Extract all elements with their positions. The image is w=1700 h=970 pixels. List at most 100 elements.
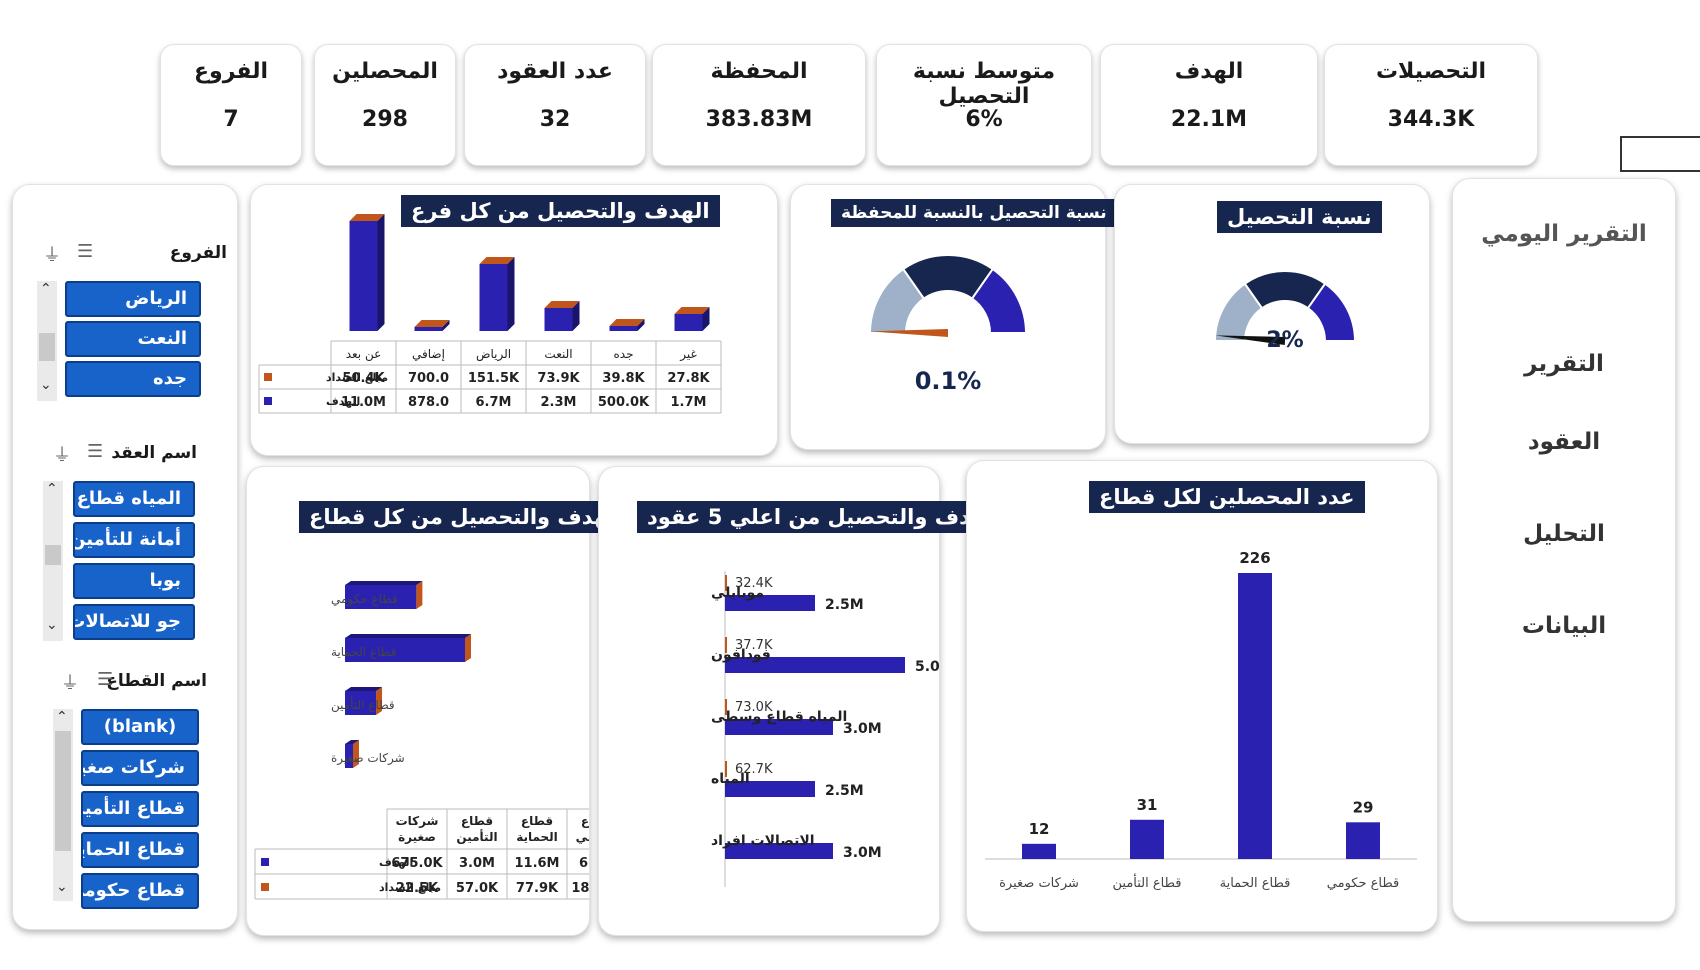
- slicer-item-branch[interactable]: جده: [65, 361, 201, 397]
- slicer-title-branches: الفروع: [169, 243, 227, 263]
- data-label: 12: [1029, 820, 1050, 838]
- y-tick-label: قطاع الحماية: [331, 645, 396, 659]
- bar-target: [479, 264, 508, 331]
- slicer-scrollbar-sector[interactable]: ⌃ ⌄: [53, 709, 73, 901]
- kpi-value: 6%: [965, 107, 1003, 132]
- slicer-item-contract[interactable]: جو للاتصالات: [73, 604, 195, 640]
- chevron-up-icon[interactable]: ⌃: [40, 281, 52, 297]
- bar-target: [349, 221, 378, 331]
- slicer-item-sector[interactable]: قطاع الحماية: [81, 832, 199, 868]
- nav-item-data[interactable]: البيانات: [1521, 613, 1607, 639]
- kpi-card-branches: الفروع 7: [160, 44, 302, 166]
- legend-label: مبلغ السداد: [326, 371, 388, 384]
- table-header-label: صغيرة: [398, 830, 436, 844]
- kpi-value: 7: [223, 107, 239, 132]
- slicer-item-contract[interactable]: أمانة للتأمين: [73, 522, 195, 558]
- slicer-item-contract[interactable]: المياه قطاع ...: [73, 481, 195, 517]
- chevron-up-icon[interactable]: ⌃: [46, 481, 58, 497]
- chevron-down-icon[interactable]: ⌄: [46, 617, 58, 633]
- data-label: 878.0: [408, 395, 449, 410]
- nav-item-contracts[interactable]: العقود: [1527, 429, 1601, 455]
- kpi-value: 22.1M: [1170, 107, 1248, 132]
- data-label: 37.7K: [735, 638, 773, 653]
- bar-collectors: [1022, 843, 1056, 859]
- collectors-chart-title: عدد المحصلين لكل قطاع: [1089, 481, 1365, 513]
- clear-filter-icon[interactable]: ⏚: [53, 445, 71, 466]
- nav-panel: التقرير اليومي التقرير العقود التحليل ال…: [1452, 178, 1676, 922]
- multi-select-icon[interactable]: ☰: [97, 669, 114, 690]
- clear-filter-icon[interactable]: ⏚: [61, 673, 79, 694]
- y-tick-label: المياه قطاع وسطى: [711, 709, 847, 725]
- table-header-label: الحماية: [516, 830, 558, 844]
- x-tick-label: شركات صغيرة: [999, 876, 1079, 891]
- slicer-item-sector[interactable]: (blank): [81, 709, 199, 745]
- kpi-label: المحفظة: [710, 59, 808, 84]
- gauge-needle: [1215, 335, 1286, 345]
- bar-target-side: [376, 687, 383, 715]
- gauge-segment: [1306, 282, 1357, 342]
- kpi-label: الهدف: [1174, 59, 1244, 84]
- bar-target-side: [507, 257, 515, 331]
- slicer-item-sector[interactable]: قطاع حكومي: [81, 873, 199, 909]
- chevron-down-icon[interactable]: ⌄: [56, 879, 68, 895]
- gauge-value-label: 2%: [1266, 328, 1303, 353]
- y-tick-label: الاتصالات افراد: [711, 833, 815, 849]
- scroll-thumb[interactable]: [55, 731, 71, 851]
- slicer-item-branch[interactable]: الرياض: [65, 281, 201, 317]
- y-tick-label: شركات صغيرة: [331, 751, 405, 766]
- bar-target: [345, 691, 377, 715]
- slicer-item-sector[interactable]: قطاع التأمين: [81, 791, 199, 827]
- x-tick-label: قطاع التأمين: [1113, 873, 1182, 891]
- slicer-item-contract[interactable]: بوبا: [73, 563, 195, 599]
- multi-select-icon[interactable]: ☰: [87, 441, 104, 462]
- data-label: 700.0: [408, 371, 449, 386]
- slicer-panel: الفروع ☰ ⏚ ⌃ ⌄ الرياض النعت جده اسم العق…: [12, 184, 238, 930]
- nav-item-analysis[interactable]: التحليل: [1523, 521, 1605, 547]
- bar-target-side: [702, 307, 710, 331]
- scroll-thumb[interactable]: [39, 333, 55, 361]
- legend-key-collected: [264, 373, 272, 381]
- chevron-down-icon[interactable]: ⌄: [40, 377, 52, 393]
- data-label: 5.0M: [915, 659, 939, 675]
- kpi-value: 298: [362, 107, 408, 132]
- slicer-item-branch[interactable]: النعت: [65, 321, 201, 357]
- table-header-label: قطاع: [521, 814, 553, 828]
- scroll-thumb[interactable]: [45, 545, 61, 565]
- slicer-item-sector[interactable]: شركات صغيرة: [81, 750, 199, 786]
- kpi-label: المحصلين: [332, 59, 438, 84]
- chevron-up-icon[interactable]: ⌃: [56, 709, 68, 725]
- data-label: 226: [1239, 549, 1270, 567]
- x-tick-label: الرياض: [476, 347, 511, 362]
- slicer-scrollbar-branches[interactable]: ⌃ ⌄: [37, 281, 57, 401]
- bar-collectors: [1238, 573, 1272, 859]
- nav-item-report[interactable]: التقرير: [1524, 351, 1604, 377]
- legend-label: الهدف: [326, 395, 360, 408]
- kpi-card-collectors: المحصلين 298: [314, 44, 456, 166]
- bar-target-side: [465, 634, 471, 662]
- data-label: 77.9K: [516, 881, 559, 896]
- bar-target-top: [349, 214, 385, 221]
- gauge-collection-chart: 2%: [1213, 270, 1357, 353]
- data-label: 675.0K: [391, 856, 443, 871]
- bar-target-top: [544, 301, 580, 308]
- legend-key-target: [261, 858, 269, 866]
- bar-collectors: [1346, 822, 1380, 859]
- bar-target-side: [377, 214, 385, 331]
- bar-target-top: [609, 319, 645, 326]
- data-label: 2.5M: [825, 597, 864, 613]
- data-label: 57.0K: [456, 881, 499, 896]
- legend-label: مبلغ السداد: [379, 881, 441, 894]
- table-header-label: قطاع: [581, 814, 589, 828]
- bar-target: [725, 843, 833, 859]
- multi-select-icon[interactable]: ☰: [77, 241, 94, 262]
- clear-filter-icon[interactable]: ⏚: [43, 245, 61, 266]
- kpi-value: 344.3K: [1387, 107, 1475, 132]
- data-label: 32.4K: [735, 576, 773, 591]
- bar-target-side: [353, 740, 359, 768]
- kpi-card-collections: التحصيلات 344.3K: [1324, 44, 1538, 166]
- slicer-scrollbar-contract[interactable]: ⌃ ⌄: [43, 481, 63, 641]
- data-label: 3.0M: [459, 856, 495, 871]
- kpi-card-target: الهدف 22.1M: [1100, 44, 1318, 166]
- data-label: 3.0M: [843, 845, 882, 861]
